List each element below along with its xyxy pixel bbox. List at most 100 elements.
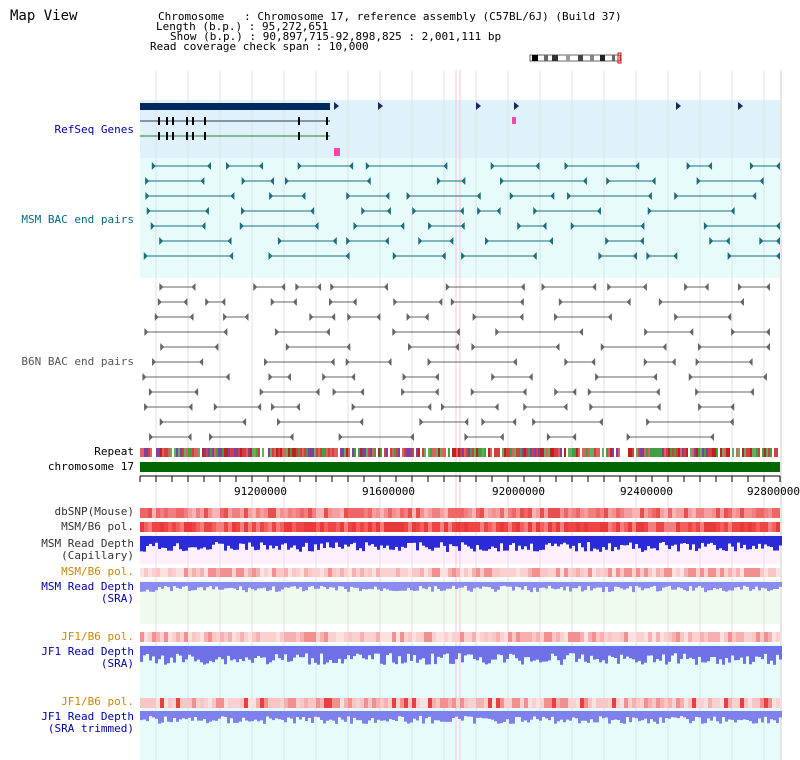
read-depth-bar <box>188 711 191 718</box>
read-depth-bar <box>743 536 746 545</box>
read-depth-bar <box>491 536 494 547</box>
polymorphism-mark <box>768 522 772 532</box>
bac-end-pair <box>587 388 592 396</box>
gene-feature <box>476 102 481 110</box>
read-depth-bar <box>638 536 641 549</box>
read-depth-bar <box>488 582 491 588</box>
polymorphism-mark <box>552 698 556 708</box>
read-depth-bar <box>191 536 194 548</box>
bac-end-pair <box>656 403 661 411</box>
read-depth-bar <box>392 536 395 550</box>
polymorphism-mark <box>600 698 604 708</box>
polymorphism-mark <box>220 632 224 642</box>
bac-end-pair <box>159 237 164 245</box>
bac-end-pair <box>632 252 637 260</box>
read-depth-bar <box>590 536 593 552</box>
read-depth-bar <box>551 582 554 589</box>
polymorphism-mark <box>720 632 724 642</box>
bac-end-pair <box>635 162 640 170</box>
polymorphism-mark <box>772 508 776 518</box>
polymorphism-mark <box>368 522 372 532</box>
read-depth-bar <box>305 711 308 722</box>
read-depth-bar <box>503 582 506 586</box>
repeat-mark <box>568 448 570 457</box>
read-depth-bar <box>371 536 374 545</box>
polymorphism-mark <box>536 698 540 708</box>
bac-end-pair <box>383 283 388 291</box>
bac-end-pair <box>607 313 612 321</box>
repeat-mark <box>242 448 244 457</box>
polymorphism-mark <box>236 508 240 518</box>
read-depth-bar <box>335 646 338 663</box>
read-depth-bar <box>590 711 593 720</box>
polymorphism-mark <box>284 568 288 577</box>
polymorphism-mark <box>348 522 352 532</box>
read-depth-bar <box>434 582 437 587</box>
read-depth-bar <box>326 646 329 663</box>
repeat-mark <box>488 448 490 457</box>
repeat-mark <box>564 448 566 457</box>
polymorphism-mark <box>704 522 708 532</box>
bac-end-pair <box>159 418 164 426</box>
read-depth-bar <box>698 582 701 586</box>
polymorphism-mark <box>244 508 248 518</box>
repeat-mark <box>386 448 388 457</box>
repeat-mark <box>358 448 360 457</box>
read-depth-bar <box>605 646 608 664</box>
polymorphism-mark <box>580 632 584 642</box>
read-depth-bar <box>701 536 704 543</box>
polymorphism-mark <box>548 522 552 532</box>
read-depth-bar <box>731 711 734 720</box>
repeat-mark <box>276 448 278 457</box>
read-depth-bar <box>266 536 269 550</box>
read-depth-bar <box>551 536 554 547</box>
read-depth-bar <box>449 711 452 722</box>
repeat-mark <box>750 448 752 457</box>
polymorphism-mark <box>548 508 552 518</box>
polymorphism-mark <box>636 568 640 577</box>
chromosome-ideogram[interactable] <box>528 52 624 64</box>
bac-end-pair <box>199 358 204 366</box>
read-depth-bar <box>389 646 392 654</box>
polymorphism-mark <box>204 568 208 577</box>
read-depth-bar <box>632 536 635 549</box>
polymorphism-mark <box>408 632 412 642</box>
read-depth-bar <box>269 582 272 591</box>
polymorphism-mark <box>340 522 344 532</box>
polymorphism-mark <box>668 632 672 642</box>
polymorphism-mark <box>208 698 212 708</box>
read-depth-bar <box>644 711 647 719</box>
read-depth-bar <box>449 582 452 589</box>
read-depth-bar <box>233 536 236 550</box>
polymorphism-mark <box>688 522 692 532</box>
read-depth-bar <box>677 582 680 588</box>
repeat-mark <box>724 448 726 457</box>
polymorphism-mark <box>176 698 180 708</box>
repeat-mark <box>288 448 290 457</box>
read-depth-bar <box>344 582 347 590</box>
read-depth-bar <box>290 582 293 587</box>
repeat-mark <box>256 448 258 457</box>
repeat-mark <box>322 448 324 457</box>
polymorphism-mark <box>164 698 168 708</box>
polymorphism-mark <box>240 508 244 518</box>
read-depth-bar <box>779 711 782 718</box>
polymorphism-mark <box>360 698 364 708</box>
repeat-mark <box>764 448 766 457</box>
read-depth-bar <box>254 711 257 720</box>
polymorphism-mark <box>352 632 356 642</box>
polymorphism-mark <box>488 522 492 532</box>
read-depth-bar <box>626 536 629 546</box>
read-depth-bar <box>446 582 449 589</box>
read-depth-bar <box>185 711 188 720</box>
repeat-mark <box>544 448 546 457</box>
polymorphism-mark <box>280 522 284 532</box>
polymorphism-mark <box>184 508 188 518</box>
repeat-mark <box>284 448 286 457</box>
read-depth-bar <box>410 646 413 661</box>
bac-end-pair <box>776 237 780 245</box>
bac-end-pair <box>595 373 600 381</box>
read-depth-bar <box>602 536 605 548</box>
repeat-mark <box>628 448 630 457</box>
read-depth-bar <box>593 536 596 549</box>
